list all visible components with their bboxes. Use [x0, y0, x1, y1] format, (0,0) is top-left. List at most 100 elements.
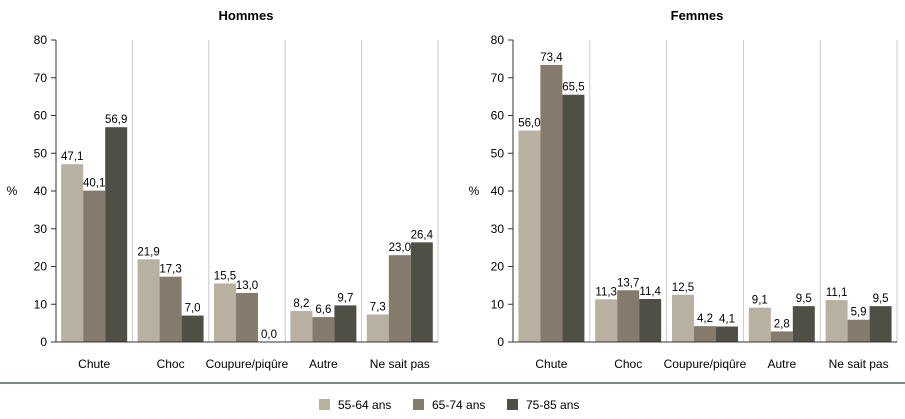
y-tick-label: 70 — [34, 71, 48, 85]
x-category-label: Coupure/piqûre — [206, 357, 289, 371]
bar-55-64-ans — [825, 300, 848, 342]
y-axis-label: % — [469, 184, 480, 198]
bar-data-label: 21,9 — [137, 246, 159, 258]
bar-data-label: 8,2 — [293, 298, 309, 310]
x-category-label: Chute — [535, 357, 567, 371]
bar-data-label: 23,0 — [389, 242, 411, 254]
bar-data-label: 9,7 — [337, 292, 353, 304]
bar-75-85-ans — [334, 305, 357, 342]
bar-data-label: 17,3 — [159, 264, 181, 276]
bar-65-74-ans — [540, 64, 563, 342]
y-tick-label: 0 — [497, 335, 504, 349]
bar-55-64-ans — [214, 283, 236, 342]
legend-swatch — [413, 399, 424, 410]
chart-panel-femmes: Femmes% 0 10 20 30 40 50 60 70 80 56,0 73,4 65,5 Chut… — [469, 8, 898, 371]
chart-title: Femmes — [671, 8, 724, 23]
y-axis-label: % — [7, 184, 18, 198]
y-tick-label: 10 — [491, 297, 505, 311]
bar-data-label: 6,6 — [315, 304, 331, 316]
bar-data-label: 26,4 — [411, 229, 434, 241]
bar-data-label: 9,5 — [796, 293, 812, 305]
chart-legend: 55-64 ans 65-74 ans 75-85 ans — [319, 398, 579, 412]
y-tick-label: 70 — [491, 71, 505, 85]
y-tick-label: 20 — [491, 260, 505, 274]
bar-data-label: 65,5 — [562, 82, 584, 94]
bar-data-label: 15,5 — [214, 270, 236, 282]
bar-65-74-ans — [236, 292, 258, 342]
y-tick-label: 20 — [34, 260, 48, 274]
bar-55-64-ans — [290, 311, 313, 342]
bar-data-label: 56,9 — [105, 114, 127, 126]
legend-swatch — [507, 399, 518, 410]
bar-65-74-ans — [312, 317, 335, 342]
bar-data-label: 13,7 — [617, 277, 639, 289]
x-category-label: Ne sait pas — [829, 357, 889, 371]
bar-55-64-ans — [672, 294, 694, 342]
y-tick-label: 60 — [491, 109, 505, 123]
y-tick-label: 80 — [34, 33, 48, 47]
y-tick-label: 30 — [34, 222, 48, 236]
bar-data-label: 7,0 — [185, 303, 201, 315]
bar-55-64-ans — [518, 130, 541, 342]
chart-panel-hommes: Hommes% 0 10 20 30 40 50 60 70 80 47,1 40,1 56,9 Chut… — [7, 8, 439, 371]
bar-55-64-ans — [61, 164, 84, 342]
bar-data-label: 5,9 — [851, 307, 867, 319]
y-tick-label: 10 — [34, 297, 48, 311]
bar-data-label: 47,1 — [61, 151, 83, 163]
y-tick-label: 30 — [491, 222, 505, 236]
legend-swatch — [319, 399, 330, 410]
bar-data-label: 11,1 — [826, 287, 848, 299]
bar-data-label: 7,3 — [370, 301, 386, 313]
bar-65-74-ans — [770, 331, 793, 342]
bar-55-64-ans — [366, 314, 389, 342]
bar-75-85-ans — [869, 306, 892, 342]
bar-65-74-ans — [847, 319, 870, 342]
bar-data-label: 12,5 — [672, 282, 694, 294]
x-category-label: Choc — [157, 357, 185, 371]
legend-label: 65-74 ans — [432, 398, 485, 412]
bar-75-85-ans — [181, 315, 204, 342]
bar-55-64-ans — [748, 307, 771, 342]
bar-65-74-ans — [694, 326, 716, 342]
x-category-label: Autre — [309, 357, 338, 371]
legend-label: 55-64 ans — [338, 398, 391, 412]
bar-65-74-ans — [617, 290, 640, 342]
y-tick-label: 80 — [491, 33, 505, 47]
bar-75-85-ans — [716, 326, 738, 342]
y-tick-label: 0 — [40, 335, 47, 349]
bar-75-85-ans — [410, 242, 433, 342]
bar-data-label: 73,4 — [540, 52, 563, 64]
y-tick-label: 40 — [34, 184, 48, 198]
bar-65-74-ans — [159, 276, 182, 342]
x-category-label: Choc — [614, 357, 642, 371]
bar-data-label: 13,0 — [236, 280, 258, 292]
bar-data-label: 40,1 — [83, 178, 105, 190]
chart-title: Hommes — [219, 8, 274, 23]
bar-data-label: 11,3 — [595, 286, 617, 298]
bar-75-85-ans — [562, 94, 585, 342]
bar-55-64-ans — [137, 259, 160, 342]
chart-panels: Hommes% 0 10 20 30 40 50 60 70 80 47,1 40,1 56,9 Chut… — [7, 8, 898, 371]
bar-55-64-ans — [595, 299, 618, 342]
bar-data-label: 4,1 — [719, 314, 735, 326]
bar-data-label: 56,0 — [518, 118, 540, 130]
bar-data-label: 4,2 — [697, 313, 713, 325]
y-tick-label: 60 — [34, 109, 48, 123]
x-category-label: Chute — [78, 357, 110, 371]
bar-75-85-ans — [105, 127, 128, 342]
bar-data-label: 11,4 — [639, 286, 661, 298]
x-category-label: Autre — [767, 357, 796, 371]
bar-75-85-ans — [792, 306, 815, 342]
bar-65-74-ans — [388, 255, 411, 342]
y-tick-label: 50 — [34, 146, 48, 160]
bar-65-74-ans — [83, 190, 106, 342]
bar-data-label: 9,1 — [752, 295, 768, 307]
y-tick-label: 50 — [491, 146, 505, 160]
y-tick-label: 40 — [491, 184, 505, 198]
bar-data-label: 9,5 — [873, 293, 889, 305]
legend-label: 75-85 ans — [526, 398, 579, 412]
bar-data-label: 2,8 — [774, 318, 790, 330]
bar-75-85-ans — [639, 298, 662, 342]
bar-data-label: 0,0 — [261, 329, 277, 341]
